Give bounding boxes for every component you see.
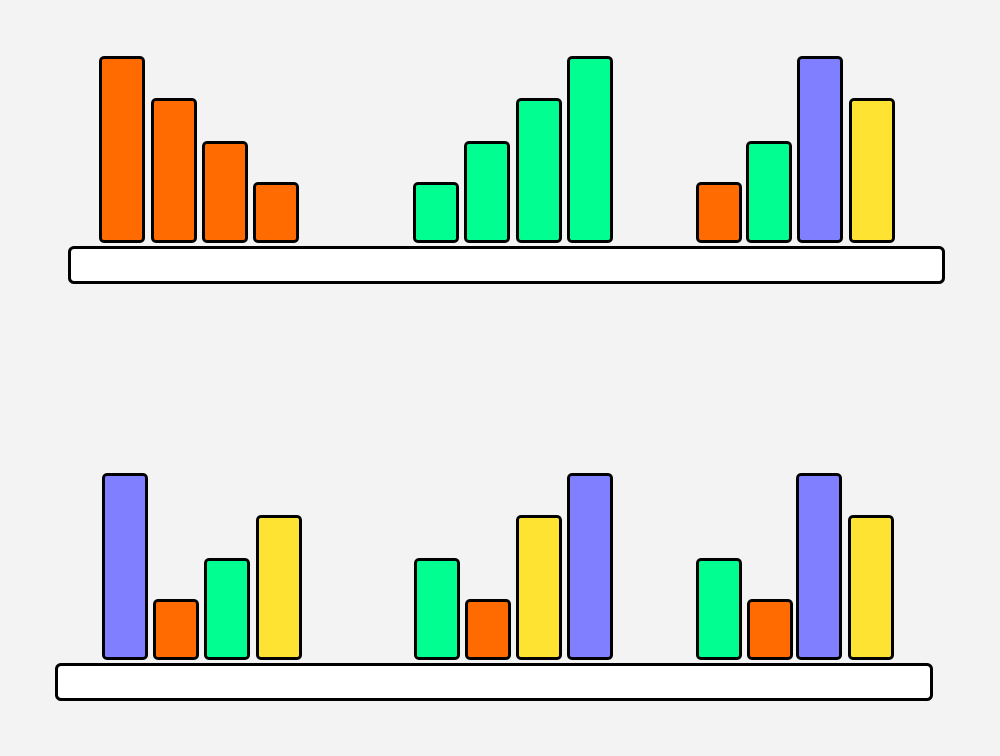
shelf [55,663,933,701]
bar-green [464,141,510,243]
bar-green [516,98,562,243]
shelf [68,246,945,284]
bar-orange [696,182,742,243]
bar-orange [465,599,511,660]
bar-yellow [848,515,894,660]
bar-purple [567,473,613,660]
bar-yellow [516,515,562,660]
bar-green [567,56,613,243]
bar-orange [153,599,199,660]
bar-green [204,558,250,660]
bar-green [414,558,460,660]
bar-green [746,141,792,243]
bar-orange [202,141,248,243]
bar-yellow [849,98,895,243]
bar-orange [99,56,145,243]
bar-green [696,558,742,660]
bar-orange [747,599,793,660]
bar-orange [253,182,299,243]
bar-green [413,182,459,243]
bar-purple [796,473,842,660]
bar-yellow [256,515,302,660]
bar-purple [797,56,843,243]
bar-orange [151,98,197,243]
bar-purple [102,473,148,660]
